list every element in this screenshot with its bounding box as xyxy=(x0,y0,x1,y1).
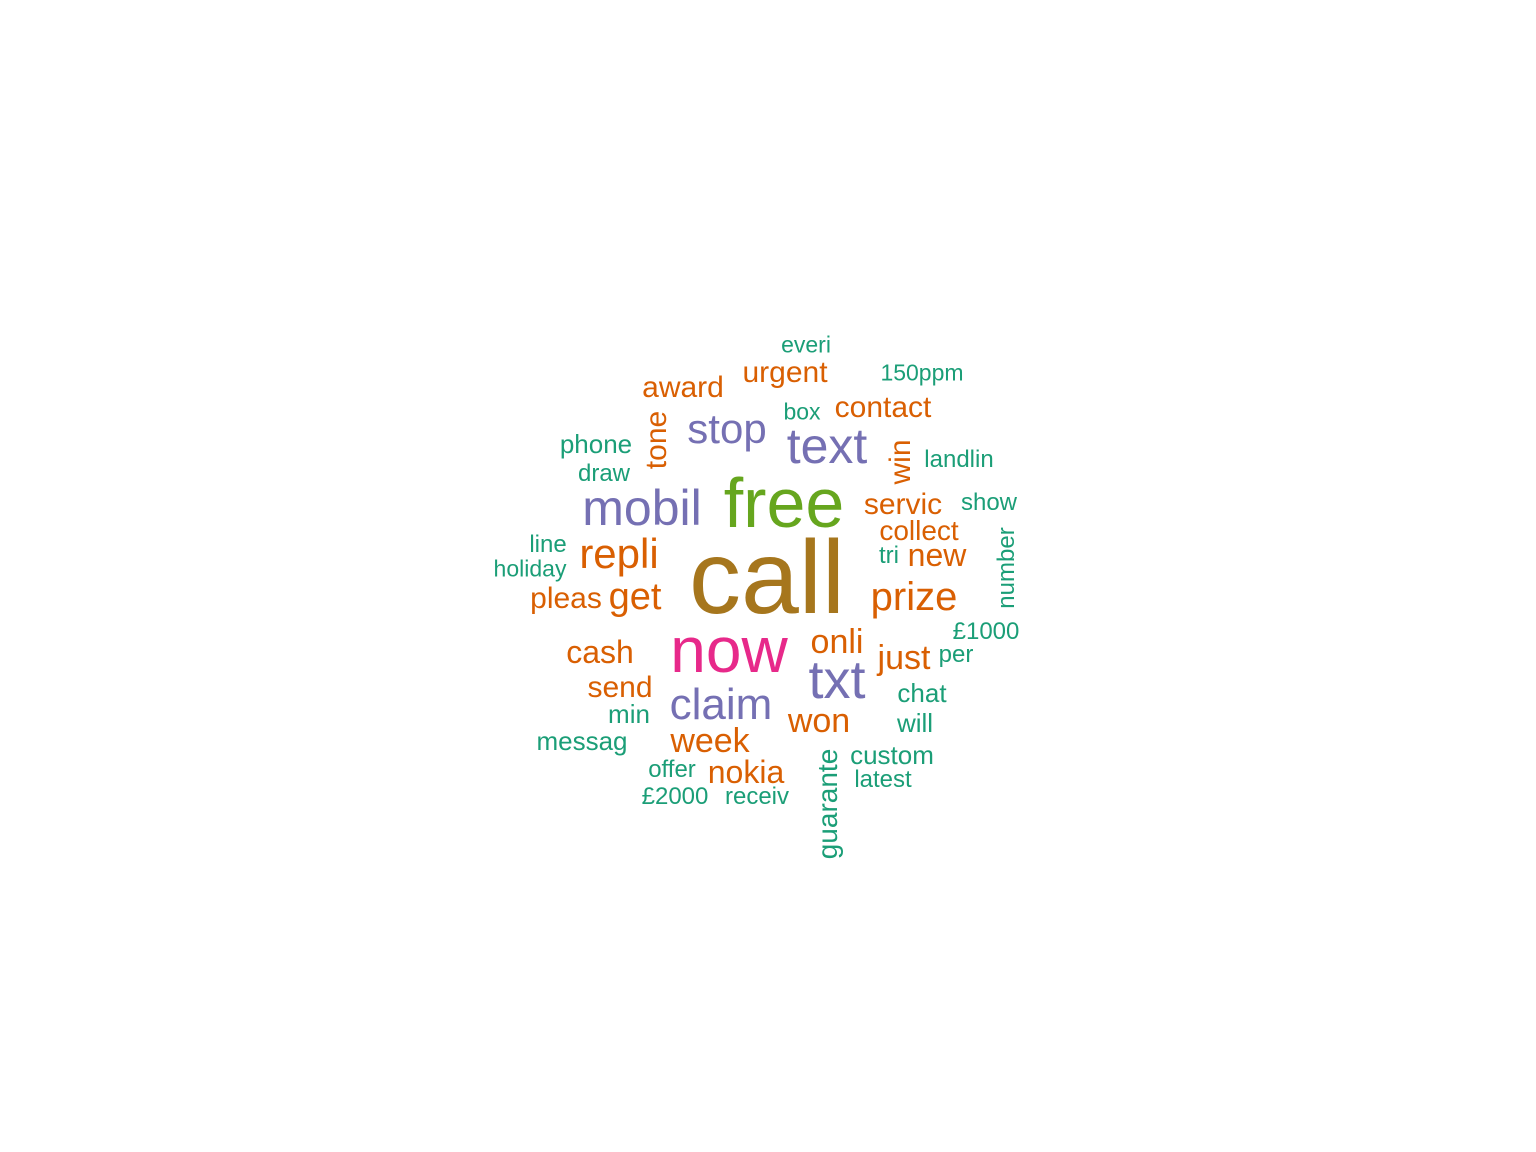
word-txt: txt xyxy=(808,650,866,710)
word-phone: phone xyxy=(559,429,633,459)
word-nokia: nokia xyxy=(707,754,785,790)
word-everi: everi xyxy=(781,331,831,358)
word-2000: £2000 xyxy=(641,783,709,810)
word-tone: tone xyxy=(640,410,673,470)
word-onli: onli xyxy=(810,623,864,661)
word-mobil: mobil xyxy=(582,480,702,536)
word-urgent: urgent xyxy=(742,356,828,389)
word-150ppm: 150ppm xyxy=(880,359,964,386)
word-offer: offer xyxy=(648,756,696,783)
word-cash: cash xyxy=(566,634,634,670)
word-messag: messag xyxy=(536,726,628,756)
word-text: text xyxy=(786,418,868,474)
word-custom: custom xyxy=(850,740,934,770)
word-servic: servic xyxy=(863,488,943,521)
word-week: week xyxy=(670,722,750,760)
word-will: will xyxy=(896,708,934,738)
word-per: per xyxy=(938,641,974,668)
word-stop: stop xyxy=(687,405,767,452)
word-line: line xyxy=(529,531,567,558)
word-holiday: holiday xyxy=(493,555,567,582)
word-prize: prize xyxy=(870,575,958,619)
word-collect: collect xyxy=(879,515,959,546)
word-award: award xyxy=(642,371,724,404)
word-guarante: guarante xyxy=(812,748,843,860)
word-win: win xyxy=(884,439,917,485)
word-tri: tri xyxy=(879,542,899,569)
word-1000: £1000 xyxy=(952,618,1020,645)
word-receiv: receiv xyxy=(724,783,790,810)
word-get: get xyxy=(608,576,662,618)
word-free: free xyxy=(723,464,845,542)
word-min: min xyxy=(608,699,650,729)
word-box: box xyxy=(783,398,821,425)
word-now: now xyxy=(670,614,788,686)
word-send: send xyxy=(587,671,653,704)
word-new: new xyxy=(907,537,967,573)
word-latest: latest xyxy=(854,766,912,793)
word-won: won xyxy=(787,702,851,740)
word-pleas: pleas xyxy=(530,582,602,615)
word-draw: draw xyxy=(577,460,631,487)
word-just: just xyxy=(877,639,931,677)
word-repli: repli xyxy=(579,530,659,577)
word-show: show xyxy=(960,489,1018,516)
word-claim: claim xyxy=(669,680,773,729)
word-number: number xyxy=(993,527,1020,609)
word-landlin: landlin xyxy=(924,446,994,473)
word-chat: chat xyxy=(897,678,947,708)
word-contact: contact xyxy=(834,391,932,424)
word-call: call xyxy=(688,520,846,636)
